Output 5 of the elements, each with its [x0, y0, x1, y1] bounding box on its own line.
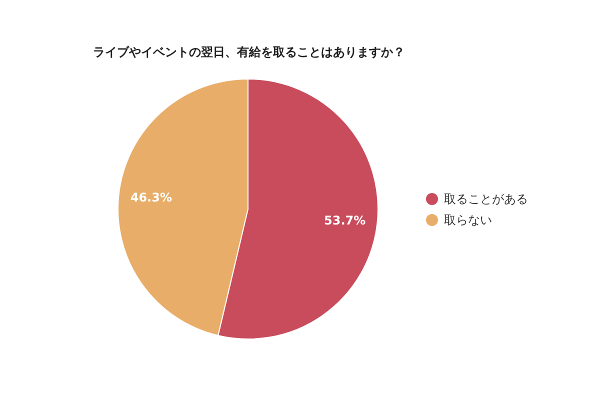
legend-label: 取ることがある — [444, 192, 528, 206]
data-label: 46.3% — [130, 190, 172, 205]
legend-label: 取らない — [444, 213, 492, 227]
chart-title: ライブやイベントの翌日、有給を取ることはありますか？ — [93, 45, 405, 59]
data-label: 53.7% — [324, 213, 366, 228]
